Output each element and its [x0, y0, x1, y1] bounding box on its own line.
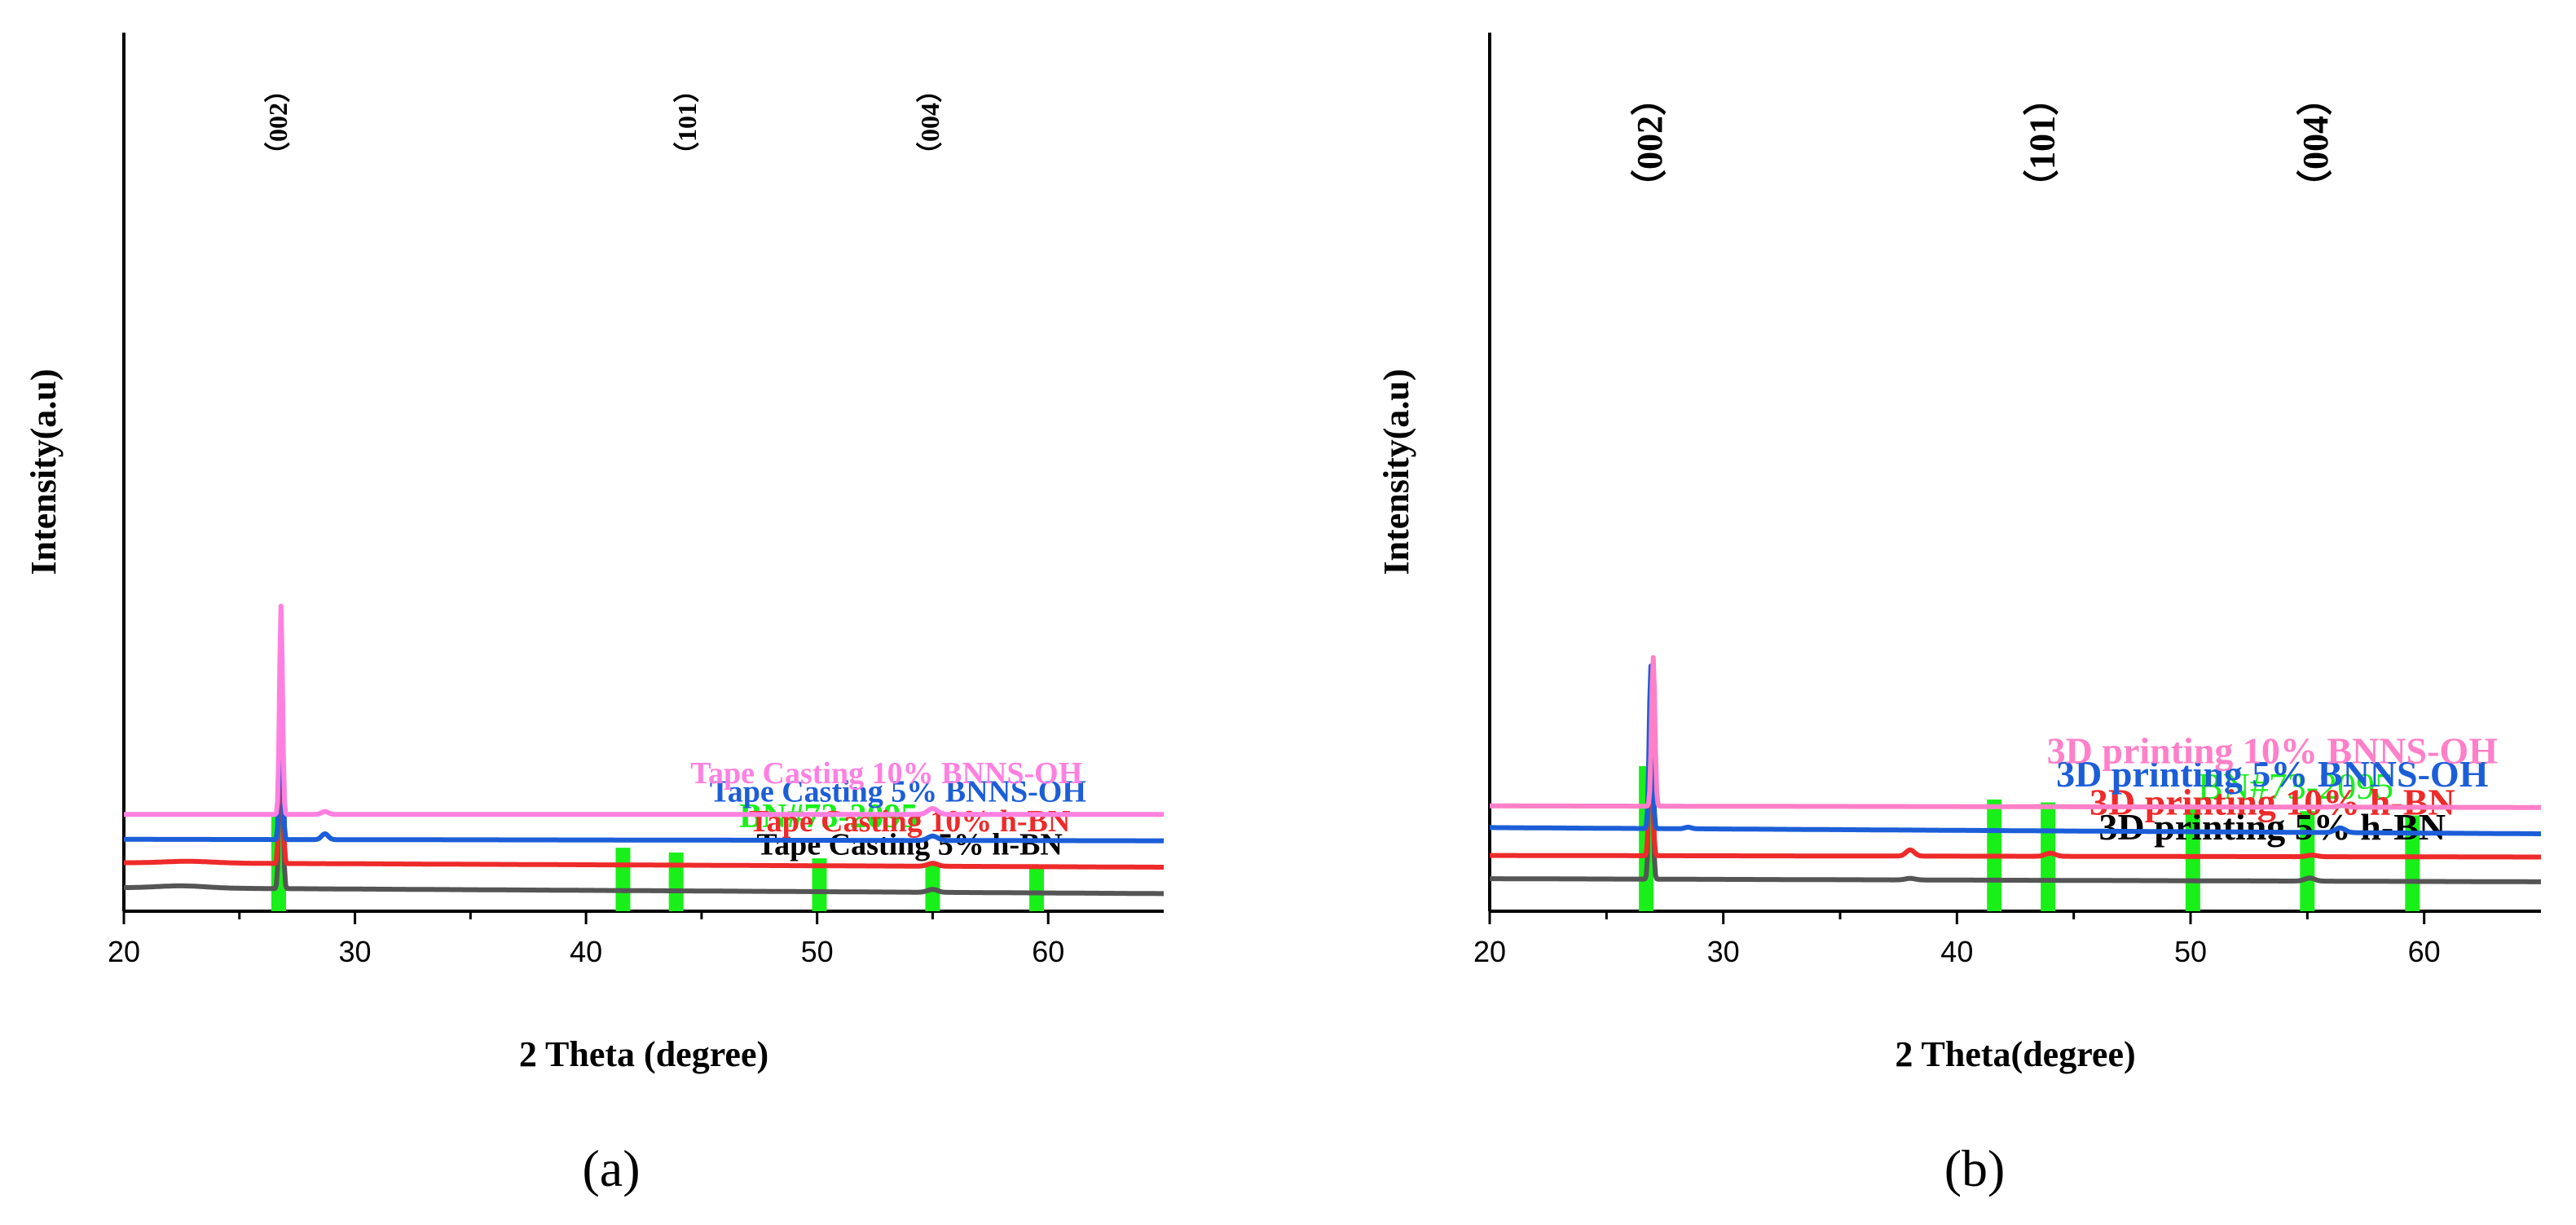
y-axis-title: Intensity(a.u): [24, 368, 64, 575]
reference-stick: [812, 858, 827, 911]
x-tick-label: 60: [2408, 935, 2441, 968]
series-label: 3D printing 10% h-BN: [2089, 782, 2455, 823]
series-line: [1488, 654, 2543, 810]
series-line: [122, 625, 1165, 844]
series-line: [122, 686, 1165, 897]
y-axis-title: Intensity(a.u): [1376, 368, 1416, 575]
peak-label: （004）: [915, 77, 945, 168]
series-line: [122, 603, 1165, 817]
series-label: 3D printing 5% BNNS-OH: [2056, 753, 2489, 795]
x-tick-label: 20: [108, 935, 140, 968]
series-label: Tape Casting 5% h-BN: [756, 827, 1063, 861]
series-label: Tape Casting 5% BNNS-OH: [710, 775, 1086, 809]
x-tick-label: 50: [2174, 935, 2207, 968]
x-tick-label: 40: [570, 935, 602, 968]
reference-stick: [668, 853, 684, 911]
reference-stick: [615, 848, 631, 911]
x-tick-label: 30: [1707, 935, 1740, 968]
panel-label: (a): [582, 1139, 640, 1197]
x-axis-title: 2 Theta (degree): [519, 1034, 768, 1074]
x-tick-label: 40: [1940, 935, 1973, 968]
x-tick-label: 50: [801, 935, 834, 968]
series-label: Tape Casting 10% h-BN: [749, 804, 1071, 839]
peak-label: （002）: [263, 77, 293, 168]
series-label: 3D printing 5% h-BN: [2099, 806, 2446, 848]
x-tick-label: 60: [1032, 935, 1064, 968]
peak-label: （101）: [2022, 80, 2062, 205]
x-axis-title: 2 Theta(degree): [1895, 1034, 2135, 1074]
reference-stick: [1029, 866, 1045, 911]
peak-label: （002）: [1630, 80, 1670, 205]
panel-b: 20 30 40 50 60 2 Theta(degree) Intensity(a.u) B…: [1376, 33, 2543, 1197]
reference-stick: [2405, 815, 2420, 911]
x-tick-label: 30: [339, 935, 372, 968]
series-line: [122, 681, 1165, 870]
series-line: [1488, 704, 2543, 860]
series-label: Tape Casting 10% BNNS-OH: [690, 756, 1082, 791]
peak-label: （004）: [2296, 80, 2336, 205]
peak-label: （101）: [672, 77, 702, 168]
series-label: 3D printing 10% BNNS-OH: [2047, 730, 2499, 772]
reference-label: BN#73-2095: [2198, 765, 2393, 807]
series-line: [1488, 672, 2543, 884]
x-tick-label: 20: [1473, 935, 1506, 968]
panel-label: (b): [1944, 1139, 2006, 1197]
panel-a: 20 30 40 50 60 2 Theta (degree) Intensity(a.u)…: [24, 33, 1165, 1197]
series-line: [1488, 663, 2543, 836]
reference-stick: [2300, 811, 2315, 911]
